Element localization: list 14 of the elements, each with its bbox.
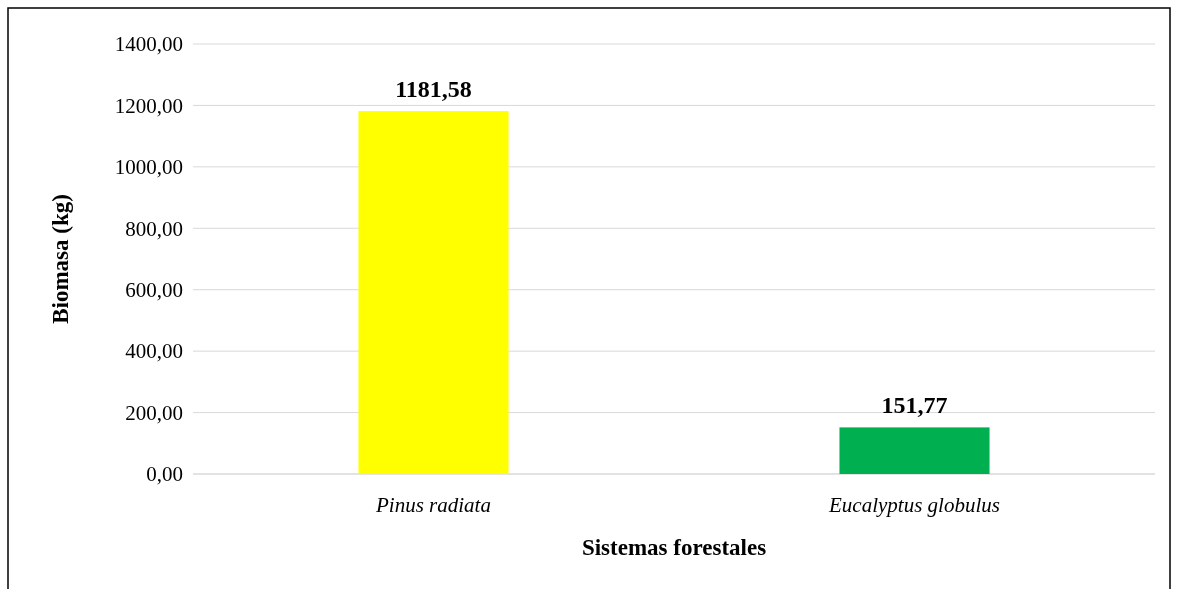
data-label: 151,77: [881, 392, 948, 419]
y-tick-label: 1200,00: [114, 93, 183, 118]
y-axis-title: Biomasa (kg): [48, 194, 73, 324]
data-label: 1181,58: [395, 76, 472, 103]
x-tick-label: Pinus radiata: [375, 493, 491, 517]
x-axis-title: Sistemas forestales: [581, 535, 767, 560]
y-tick-label: 400,00: [125, 339, 183, 364]
y-tick-label: 1000,00: [114, 155, 183, 180]
y-tick-label: 1400,00: [114, 32, 183, 57]
x-tick-label: Eucalyptus globulus: [828, 493, 1000, 517]
y-tick-label: 600,00: [125, 278, 183, 303]
y-tick-label: 200,00: [125, 400, 183, 425]
y-tick-label: 0,00: [146, 462, 183, 487]
y-tick-label: 800,00: [125, 216, 183, 241]
